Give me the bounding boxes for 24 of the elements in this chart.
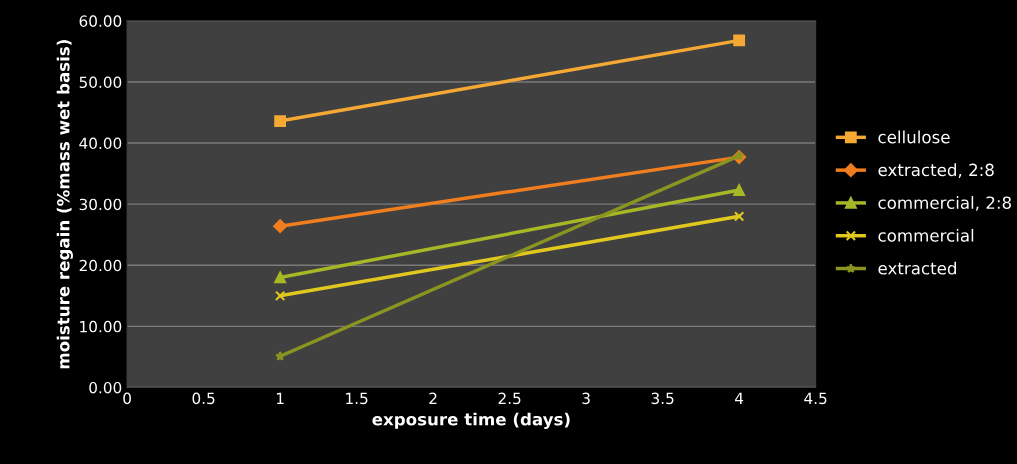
x-tick-label: 1 [276,392,284,404]
y-tick-label: 40.00 [79,137,122,150]
y-tick-label: 0.00 [89,381,122,394]
y-tick-label: 30.00 [79,198,122,211]
legend-label: extracted, 2:8 [878,163,994,178]
legend-label: cellulose [878,130,950,144]
x-tick-label: 2 [429,392,437,404]
x-tick-label: 2.5 [498,392,521,405]
legend-label: commercial [878,228,974,242]
y-tick-label: 60.00 [79,15,122,27]
x-tick-label: 1.5 [346,392,368,405]
x-tick-label: 4.5 [804,392,827,405]
x-axis-title: exposure time (days) [372,412,570,429]
x-tick-label: 0.5 [192,392,215,405]
y-axis-title: moisture regain (%mass wet basis) [56,40,73,369]
x-tick-label: 3 [582,392,590,405]
legend-label: extracted [878,261,956,275]
x-tick-label: 0 [123,392,131,405]
x-tick-label: 3.5 [651,392,674,405]
y-tick-label: 10.00 [80,320,122,333]
y-tick-label: 20.00 [79,259,122,272]
y-tick-label: 50.00 [79,76,122,88]
x-tick-label: 4 [735,392,744,404]
legend-label: commercial, 2:8 [878,196,1011,211]
